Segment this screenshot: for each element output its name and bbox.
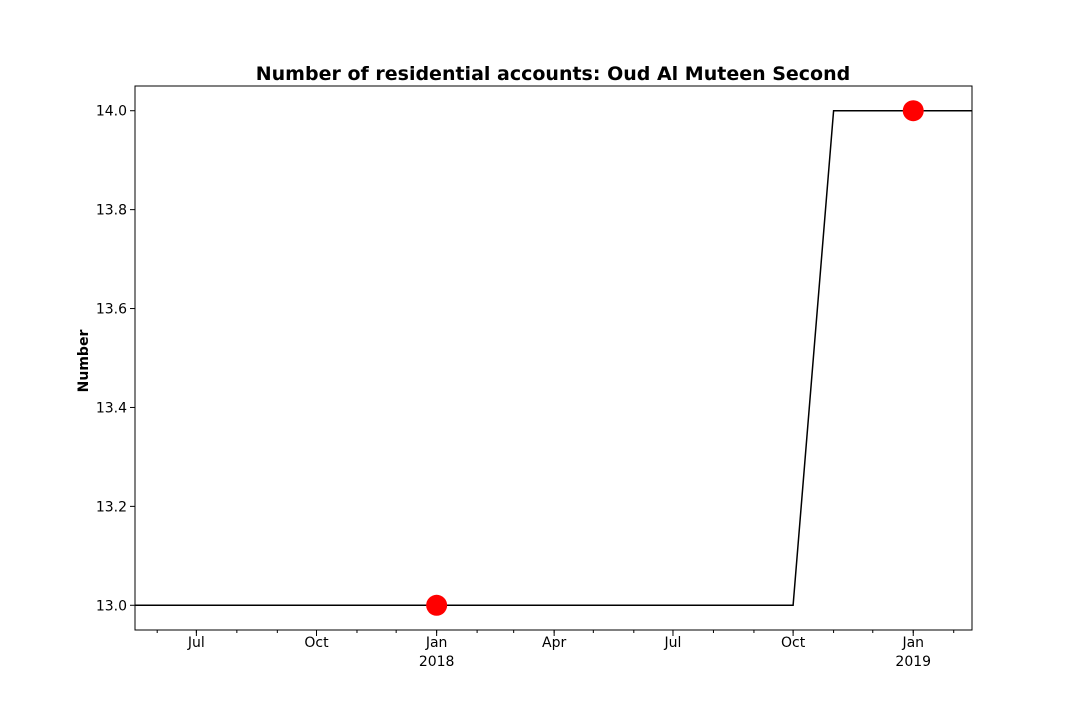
- data-point-marker: [902, 100, 924, 122]
- x-tick-year-label: 2019: [895, 654, 931, 670]
- x-tick-label: Oct: [304, 635, 329, 651]
- y-tick-label: 13.6: [96, 302, 127, 318]
- data-point-marker: [426, 594, 448, 616]
- x-tick-year-label: 2018: [419, 654, 455, 670]
- x-tick-label: Apr: [542, 635, 566, 651]
- y-tick-label: 13.4: [96, 400, 127, 416]
- chart-title: Number of residential accounts: Oud Al M…: [256, 63, 851, 85]
- y-tick-label: 14.0: [96, 104, 127, 120]
- y-axis-label: Number: [76, 330, 92, 393]
- x-tick-label: Jul: [664, 635, 682, 651]
- y-tick-label: 13.2: [96, 499, 127, 515]
- x-tick-label: Jan: [901, 635, 924, 651]
- x-tick-label: Jan: [425, 635, 448, 651]
- plot-area: 13.0 13.2 13.4 13.6 13.8 14.0 Jul Oct Jan 2018 Apr…: [96, 100, 972, 670]
- series-line: [135, 109, 972, 607]
- x-tick-label: Oct: [781, 635, 806, 651]
- plot-frame: [134, 85, 973, 631]
- y-tick-label: 13.8: [96, 203, 127, 219]
- x-tick-label: Jul: [187, 635, 205, 651]
- y-tick-label: 13.0: [96, 598, 127, 614]
